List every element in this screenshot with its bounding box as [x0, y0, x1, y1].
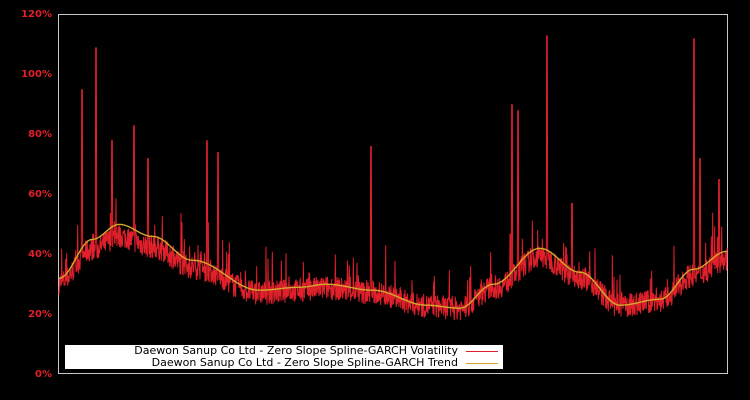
- legend-label-volatility: Daewon Sanup Co Ltd - Zero Slope Spline-…: [134, 344, 458, 357]
- y-tick-120: 120%: [21, 9, 52, 20]
- chart-legend: Daewon Sanup Co Ltd - Zero Slope Spline-…: [65, 345, 503, 369]
- volatility-series-line: [58, 35, 728, 321]
- y-tick-60: 60%: [28, 189, 52, 200]
- y-tick-100: 100%: [21, 69, 52, 80]
- y-tick-0: 0%: [35, 369, 52, 380]
- legend-swatch-volatility: [466, 350, 498, 352]
- plot-area: [58, 14, 728, 374]
- legend-label-trend: Daewon Sanup Co Ltd - Zero Slope Spline-…: [151, 356, 458, 369]
- legend-item-trend: Daewon Sanup Co Ltd - Zero Slope Spline-…: [152, 357, 503, 369]
- legend-swatch-trend: [466, 362, 498, 364]
- y-tick-20: 20%: [28, 309, 52, 320]
- y-tick-40: 40%: [28, 249, 52, 260]
- y-tick-80: 80%: [28, 129, 52, 140]
- legend-item-volatility: Daewon Sanup Co Ltd - Zero Slope Spline-…: [134, 345, 503, 357]
- trend-series-line: [58, 223, 728, 309]
